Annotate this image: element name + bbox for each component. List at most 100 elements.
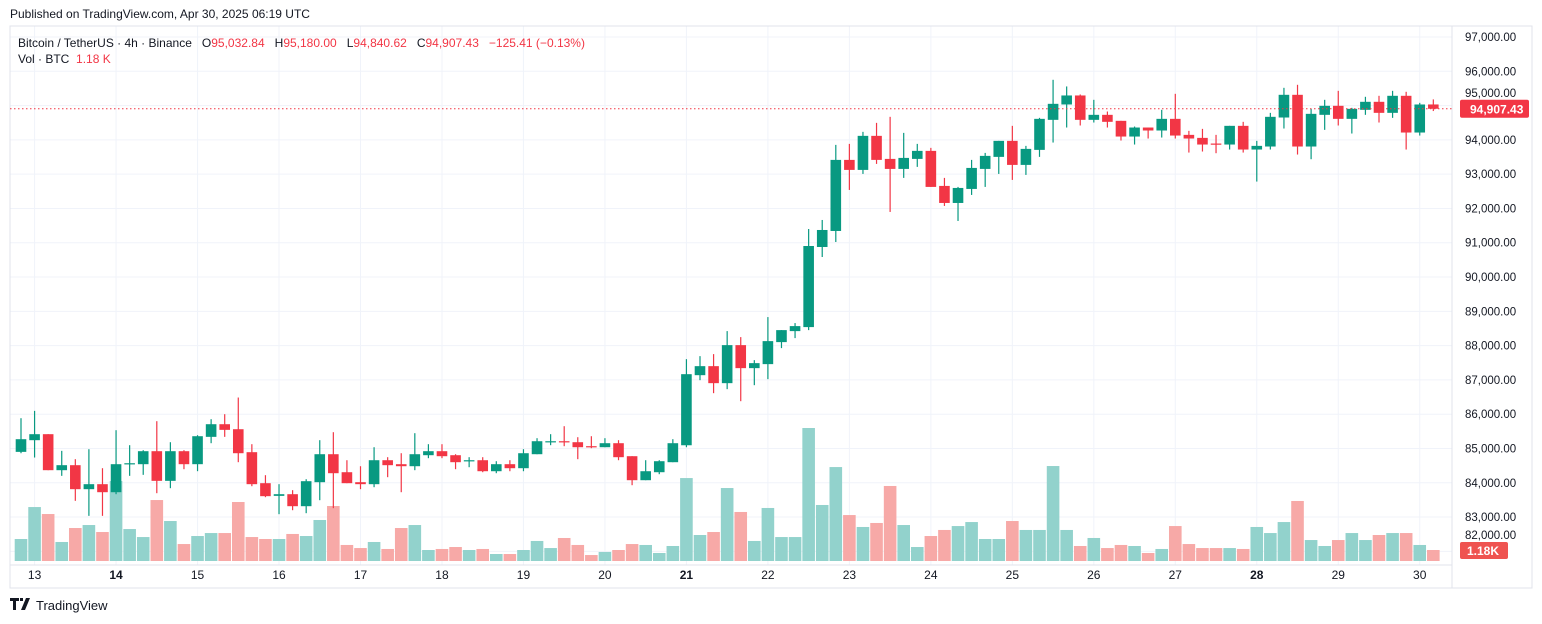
candle-body: [640, 471, 651, 481]
volume-bar: [381, 548, 394, 561]
candle-body: [1305, 113, 1317, 147]
price-tick-label: 91,000.00: [1465, 238, 1516, 250]
volume-bar: [992, 539, 1006, 561]
candle-body: [844, 159, 855, 170]
date-tick-label: 19: [517, 568, 531, 582]
volume-bar: [680, 478, 693, 561]
candle-body: [1156, 118, 1168, 131]
candle-body: [762, 341, 774, 365]
volume-label[interactable]: Vol · BTC: [18, 52, 70, 66]
candle-body: [273, 494, 285, 496]
candle-body: [626, 456, 638, 481]
volume-bar: [924, 536, 938, 561]
volume-bar: [123, 529, 136, 561]
date-tick-label: 21: [680, 568, 694, 582]
volume-bar: [204, 533, 218, 561]
last-volume-label: 1.18K: [1467, 544, 1499, 558]
candle-body: [137, 451, 149, 465]
candle-body: [328, 454, 339, 474]
volume-bar: [544, 548, 557, 561]
legend: Bitcoin / TetherUS · 4h · Binance O95,03…: [18, 35, 585, 67]
candle-body: [1237, 125, 1249, 150]
volume-bar: [218, 533, 231, 561]
candle-body: [1414, 104, 1426, 133]
volume-bar: [1073, 545, 1087, 561]
volume-bar: [775, 537, 788, 561]
candle-body: [1061, 95, 1072, 105]
candle-body: [477, 460, 489, 472]
volume-bar: [1046, 466, 1060, 561]
volume-bar: [693, 534, 707, 561]
volume-bar: [802, 428, 815, 561]
candle-body: [83, 484, 95, 490]
candle-body: [436, 451, 448, 457]
volume-bar: [829, 467, 843, 561]
candle-body: [871, 135, 882, 160]
price-tick-label: 87,000.00: [1465, 375, 1516, 387]
volume-value: 1.18 K: [76, 52, 111, 66]
volume-bar: [720, 488, 734, 561]
candle-body: [1251, 145, 1263, 150]
volume-bar: [1182, 544, 1196, 561]
symbol-title[interactable]: Bitcoin / TetherUS · 4h · Binance: [18, 36, 192, 50]
price-tick-label: 95,000.00: [1465, 88, 1516, 100]
volume-bar: [340, 544, 354, 561]
volume-bar: [843, 515, 856, 561]
candle-body: [110, 464, 122, 493]
volume-bar: [761, 507, 775, 561]
candle-body: [219, 424, 230, 430]
volume-bar: [1318, 545, 1331, 561]
candle-body: [1183, 134, 1195, 139]
volume-bar: [136, 537, 150, 561]
date-tick-label: 24: [924, 568, 938, 582]
candle-body: [151, 451, 163, 481]
candle-body: [708, 366, 719, 384]
price-tick-label: 90,000.00: [1465, 272, 1516, 284]
volume-bar: [938, 529, 951, 561]
volume-bar: [734, 511, 748, 561]
candle-body: [491, 464, 502, 472]
volume-bar: [503, 554, 517, 561]
candle-body: [42, 434, 54, 471]
volume-bar: [490, 554, 503, 561]
volume-bar: [815, 504, 829, 561]
volume-bar: [435, 548, 449, 561]
close-value: 94,907.43: [425, 36, 479, 50]
candle-body: [232, 429, 244, 454]
candle-body: [816, 229, 828, 247]
volume-bar: [150, 500, 164, 561]
volume-bar: [1277, 522, 1291, 561]
volume-bar: [408, 525, 422, 561]
date-tick-label: 22: [761, 568, 775, 582]
volume-bar: [1141, 552, 1155, 561]
candle-body: [1292, 94, 1303, 147]
candle-body: [409, 454, 421, 467]
date-tick-label: 20: [598, 568, 612, 582]
candle-body: [1142, 127, 1154, 131]
brand-name[interactable]: TradingView: [36, 598, 108, 613]
volume-bar: [1033, 529, 1046, 561]
price-tick-label: 82,000.00: [1465, 530, 1516, 542]
volume-bar: [1345, 533, 1359, 561]
candle-body: [925, 150, 937, 187]
date-tick-label: 27: [1169, 568, 1183, 582]
date-tick-label: 13: [28, 568, 42, 582]
candle-body: [911, 150, 923, 159]
candle-body: [993, 140, 1005, 157]
volume-bar: [965, 522, 978, 561]
candle-body: [1170, 118, 1181, 136]
volume-bar: [788, 537, 802, 561]
candle-body: [558, 441, 570, 443]
date-tick-label: 28: [1250, 568, 1264, 582]
volume-bar: [1209, 548, 1223, 561]
price-tick-label: 89,000.00: [1465, 306, 1516, 318]
date-tick-label: 25: [1006, 568, 1020, 582]
candle-body: [395, 464, 407, 467]
candle-body: [1210, 143, 1222, 145]
candle-body: [463, 460, 475, 462]
candle-body: [776, 330, 787, 343]
candle-body: [260, 483, 271, 497]
volume-bar: [96, 532, 109, 561]
tradingview-logo-icon[interactable]: [10, 598, 32, 613]
